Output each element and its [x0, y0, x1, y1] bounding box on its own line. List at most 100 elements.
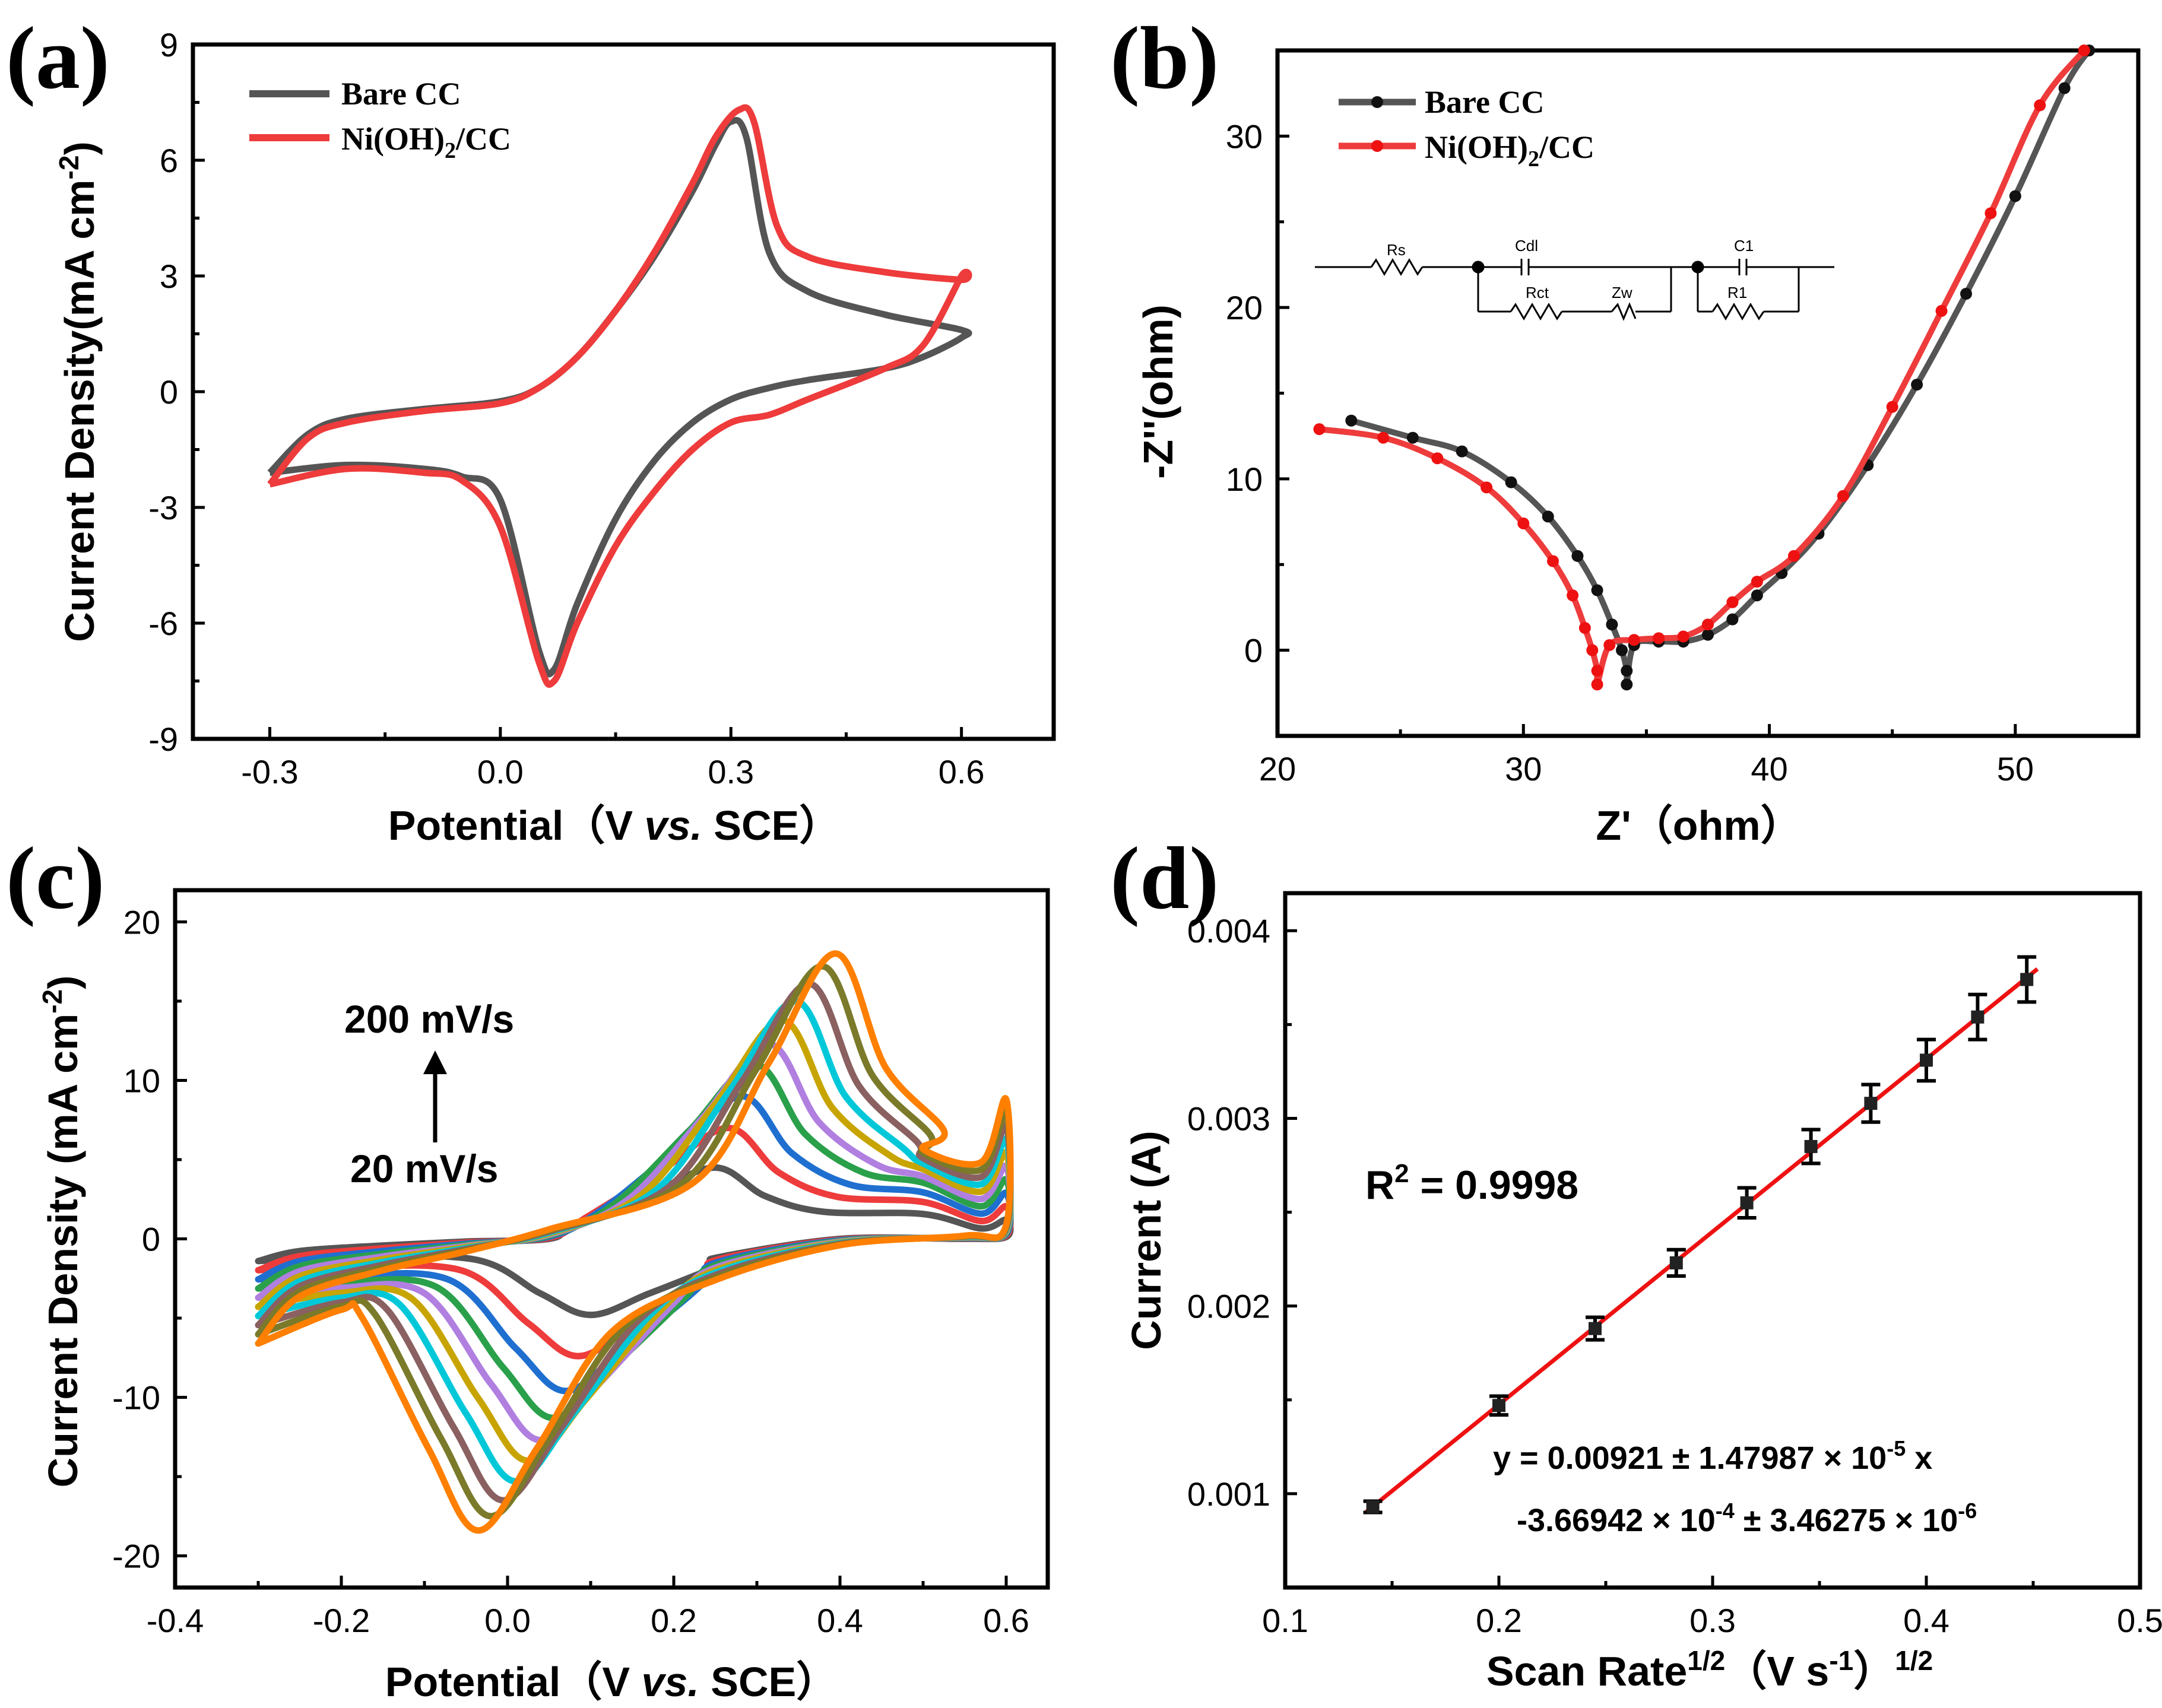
eis-point-b-1-11: [1603, 639, 1616, 651]
x-axis-label-d: Scan Rate1/2（V s-1）1/2: [1486, 1645, 1933, 1694]
d-ytick-label-1: 0.002: [1187, 1288, 1270, 1325]
eis-point-b-1-3: [1481, 481, 1493, 494]
b-ytick-label-1: 10: [1226, 461, 1263, 498]
fit-line-d: [1365, 967, 2039, 1513]
d-xtick-label-4: 0.5: [2117, 1602, 2162, 1639]
cv-curve-a-0: [267, 117, 972, 678]
panel-a: (a) -0.3 0.0 0.3 0.6 -9 -6 -3 0 3 6 9 Bare CC Ni(O…: [6, 9, 1056, 849]
x-axis-label-c: Potential（V vs. SCE）: [385, 1659, 838, 1705]
b-ytick-label-0: 0: [1244, 632, 1263, 669]
eis-point-b-0-8: [1616, 644, 1628, 656]
cv-curve-c-200mvs: [255, 950, 1014, 1534]
eis-point-b-0-21: [1960, 288, 1972, 300]
y-axis-label-d: Current (A): [1123, 1131, 1169, 1350]
x-axis-label-a: Potential（V vs. SCE）: [388, 802, 841, 849]
annotation-20mvs: 20 mV/s: [350, 1147, 499, 1190]
a-ytick-label-6: 9: [160, 26, 178, 64]
eis-point-b-1-12: [1628, 634, 1640, 646]
b-xtick-label-3: 50: [1997, 750, 2034, 788]
panel-label-b: (b): [1110, 9, 1219, 107]
annotation-fit-intercept: -3.66942 × 10-4 ± 3.46275 × 10-6: [1517, 1499, 1977, 1538]
cv-curve-a-1: [267, 104, 972, 688]
eis-point-b-0-16: [1751, 589, 1763, 602]
panel-label-c: (c): [6, 829, 104, 928]
legend-label-nioh2-cc-b: Ni(OH)2/CC: [1425, 129, 1594, 172]
eis-point-b-0-15: [1726, 613, 1739, 626]
a-ytick-label-1: -6: [148, 605, 178, 642]
axis-ticks-b: 20 30 40 50 0 10 20 30: [1226, 118, 2034, 788]
c-ytick-label-0: -20: [112, 1538, 160, 1575]
scan-rate-arrow-head: [423, 1050, 447, 1074]
panel-label-a: (a): [6, 9, 110, 107]
d-ytick-label-0: 0.001: [1187, 1475, 1270, 1513]
circuit-label-r1: R1: [1727, 284, 1747, 301]
y-axis-label-c: Current Density (mA cm-2): [37, 976, 86, 1488]
d-xtick-label-2: 0.3: [1689, 1602, 1736, 1639]
equivalent-circuit-inset: [1315, 258, 1834, 321]
b-ytick-label-2: 20: [1226, 289, 1263, 326]
eis-point-b-1-18: [1788, 550, 1800, 562]
data-point-d-8: [1971, 1010, 1985, 1024]
a-ytick-label-4: 3: [160, 258, 178, 295]
a-ytick-label-2: -3: [148, 489, 178, 526]
c-xtick-label-3: 0.2: [651, 1602, 697, 1639]
plot-frame-d: [1283, 891, 2142, 1590]
a-xtick-label-2: 0.3: [708, 753, 754, 790]
eis-point-b-1-21: [1935, 304, 1948, 317]
a-ytick-label-5: 6: [160, 142, 178, 179]
data-point-d-1: [1492, 1399, 1505, 1412]
eis-point-b-0-20: [1911, 379, 1923, 391]
d-ytick-label-2: 0.003: [1187, 1100, 1270, 1137]
panel-label-d: (d): [1110, 829, 1219, 928]
data-point-d-6: [1864, 1097, 1878, 1110]
eis-point-b-0-14: [1702, 628, 1714, 641]
a-ytick-label-3: 0: [160, 373, 178, 411]
eis-point-b-1-0: [1313, 423, 1326, 436]
y-axis-label-b: -Z''(ohm): [1135, 304, 1181, 479]
data-point-d-9: [2020, 973, 2034, 986]
c-ytick-label-2: 0: [142, 1221, 160, 1258]
b-xtick-label-1: 30: [1505, 750, 1542, 788]
eis-point-b-1-19: [1837, 490, 1849, 502]
panel-b: (b) 20 30 40 50 0 10 20 30 Bare CC Ni(OH)2/CC: [1110, 9, 2141, 849]
d-xtick-label-0: 0.1: [1262, 1602, 1308, 1639]
d-xtick-label-1: 0.2: [1476, 1602, 1522, 1639]
y-axis-label-a: Current Density(mA cm-2): [53, 141, 103, 642]
c-ytick-label-3: 10: [123, 1062, 160, 1099]
eis-point-b-0-3: [1505, 476, 1517, 488]
eis-point-b-0-5: [1571, 550, 1584, 562]
annotation-fit-slope: y = 0.00921 ± 1.47987 × 10-5 x: [1493, 1436, 1932, 1476]
eis-point-b-1-15: [1702, 618, 1714, 631]
b-xtick-label-0: 20: [1259, 750, 1296, 788]
annotation-200mvs: 200 mV/s: [344, 997, 514, 1041]
legend-label-bare-cc-b: Bare CC: [1425, 84, 1544, 120]
a-xtick-label-3: 0.6: [939, 753, 985, 790]
eis-point-b-0-4: [1542, 510, 1554, 523]
eis-point-b-1-8: [1586, 644, 1599, 656]
data-point-d-2: [1589, 1322, 1602, 1335]
eis-point-b-1-22: [1985, 207, 1997, 220]
eis-point-b-1-10: [1591, 678, 1603, 691]
axis-ticks-c: -0.4 -0.2 0.0 0.2 0.4 0.6 -20 -10 0 10 20: [112, 903, 1029, 1639]
c-ytick-label-4: 20: [123, 903, 160, 941]
d-xtick-label-3: 0.4: [1903, 1602, 1949, 1639]
panel-d: (d) 0.1 0.2 0.3 0.4 0.50.0010.0020.0030.004 …: [1110, 829, 2162, 1694]
data-point-d-4: [1740, 1196, 1754, 1209]
eis-point-b-1-24: [2078, 45, 2090, 56]
c-ytick-label-1: -10: [112, 1379, 160, 1417]
data-point-d-7: [1920, 1053, 1933, 1067]
data-point-d-3: [1669, 1256, 1683, 1269]
eis-point-b-1-1: [1377, 431, 1390, 444]
b-xtick-label-2: 40: [1751, 750, 1787, 788]
a-xtick-label-1: 0.0: [477, 753, 524, 790]
eis-point-b-1-7: [1578, 622, 1591, 634]
eis-point-b-0-23: [2058, 82, 2071, 94]
annotation-r2: R2 = 0.9998: [1365, 1159, 1578, 1208]
circuit-label-rs: Rs: [1387, 241, 1406, 259]
eis-point-b-0-10: [1621, 678, 1633, 691]
legend-marker-nioh2-cc-b: [1371, 140, 1383, 152]
b-ytick-label-3: 30: [1226, 118, 1263, 155]
eis-point-b-1-2: [1431, 452, 1444, 465]
eis-point-b-1-23: [2034, 99, 2046, 112]
curves-b: [1313, 45, 2096, 691]
